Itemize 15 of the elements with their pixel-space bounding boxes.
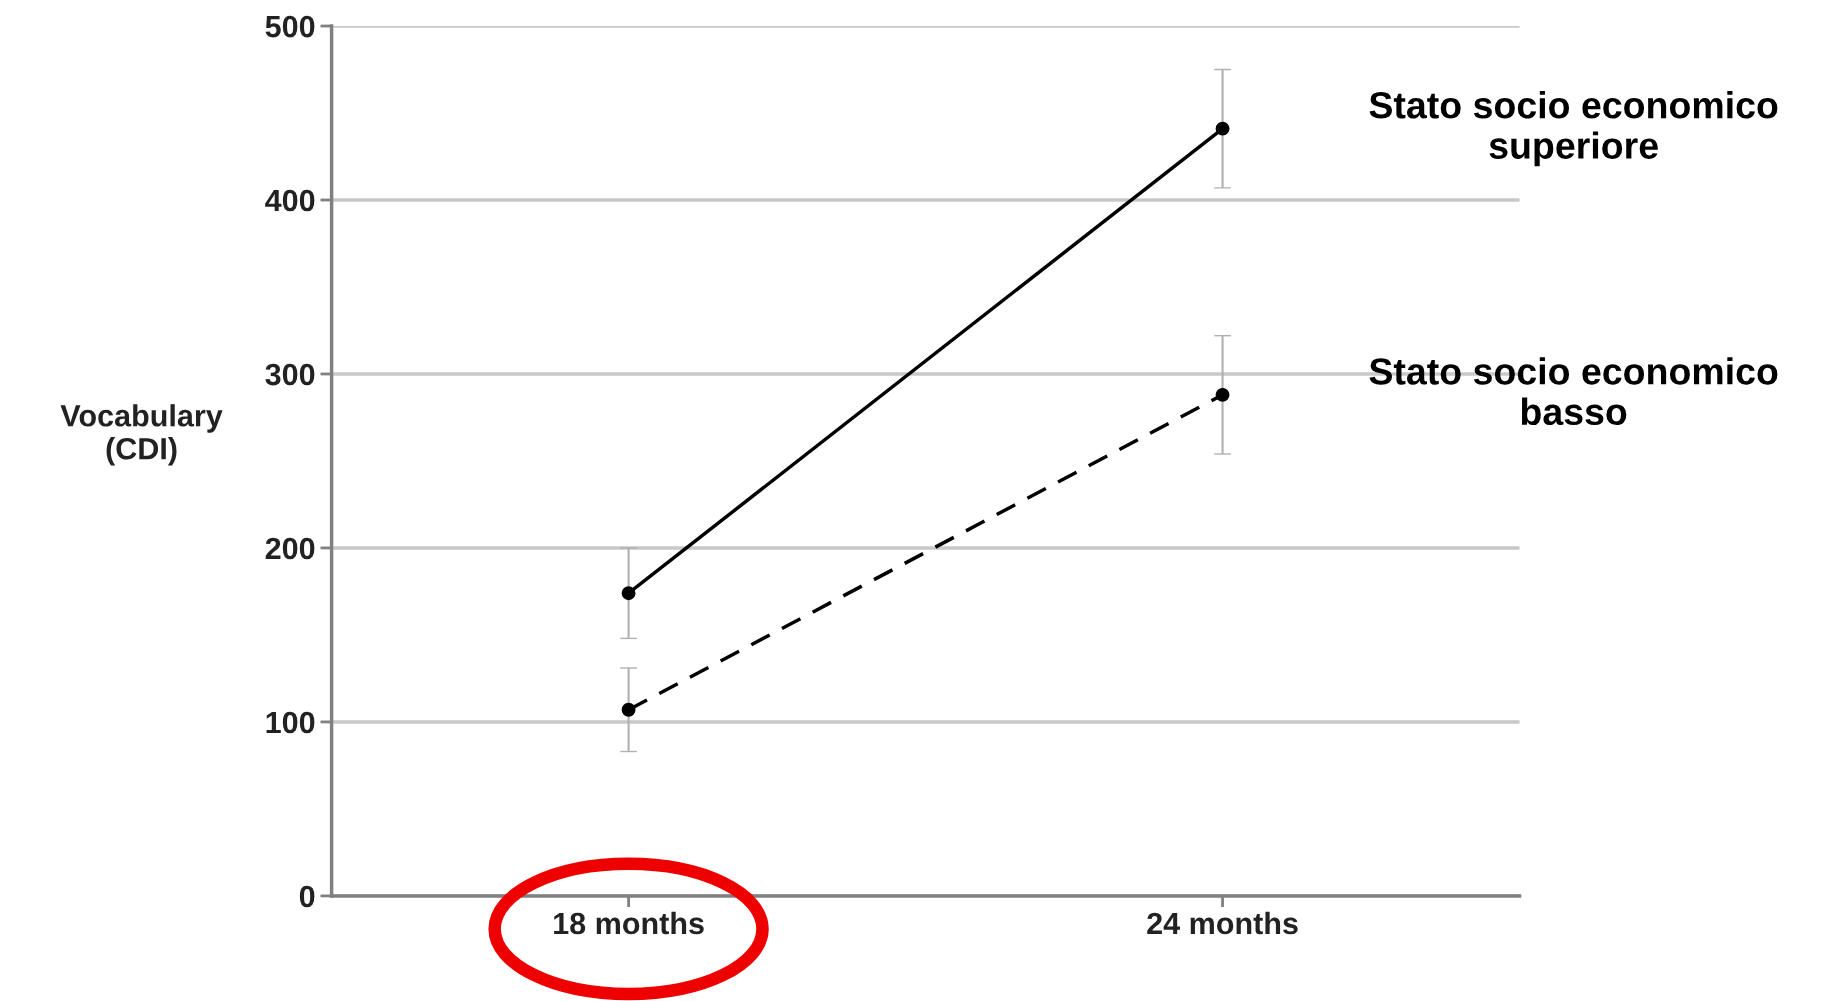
point xyxy=(1215,121,1230,136)
y-tick-label: 400 xyxy=(265,189,315,212)
point xyxy=(621,702,636,717)
y-tick-label: 100 xyxy=(266,711,315,734)
y-tick-label: 500 xyxy=(265,15,315,38)
x-tick-label: 18 months xyxy=(554,911,704,935)
y-tick-label: 0 xyxy=(299,885,315,908)
y-axis-title: Vocabulary (CDI) xyxy=(60,404,223,466)
point xyxy=(1215,387,1230,402)
text: Stato socio economico superiore xyxy=(1369,91,1778,167)
y-tick-label: 200 xyxy=(265,537,315,560)
x-tick-label: 24 months xyxy=(1147,911,1298,935)
point xyxy=(621,586,636,601)
text: Stato socio economico basso xyxy=(1369,357,1778,426)
y-tick-label: 300 xyxy=(265,363,315,386)
